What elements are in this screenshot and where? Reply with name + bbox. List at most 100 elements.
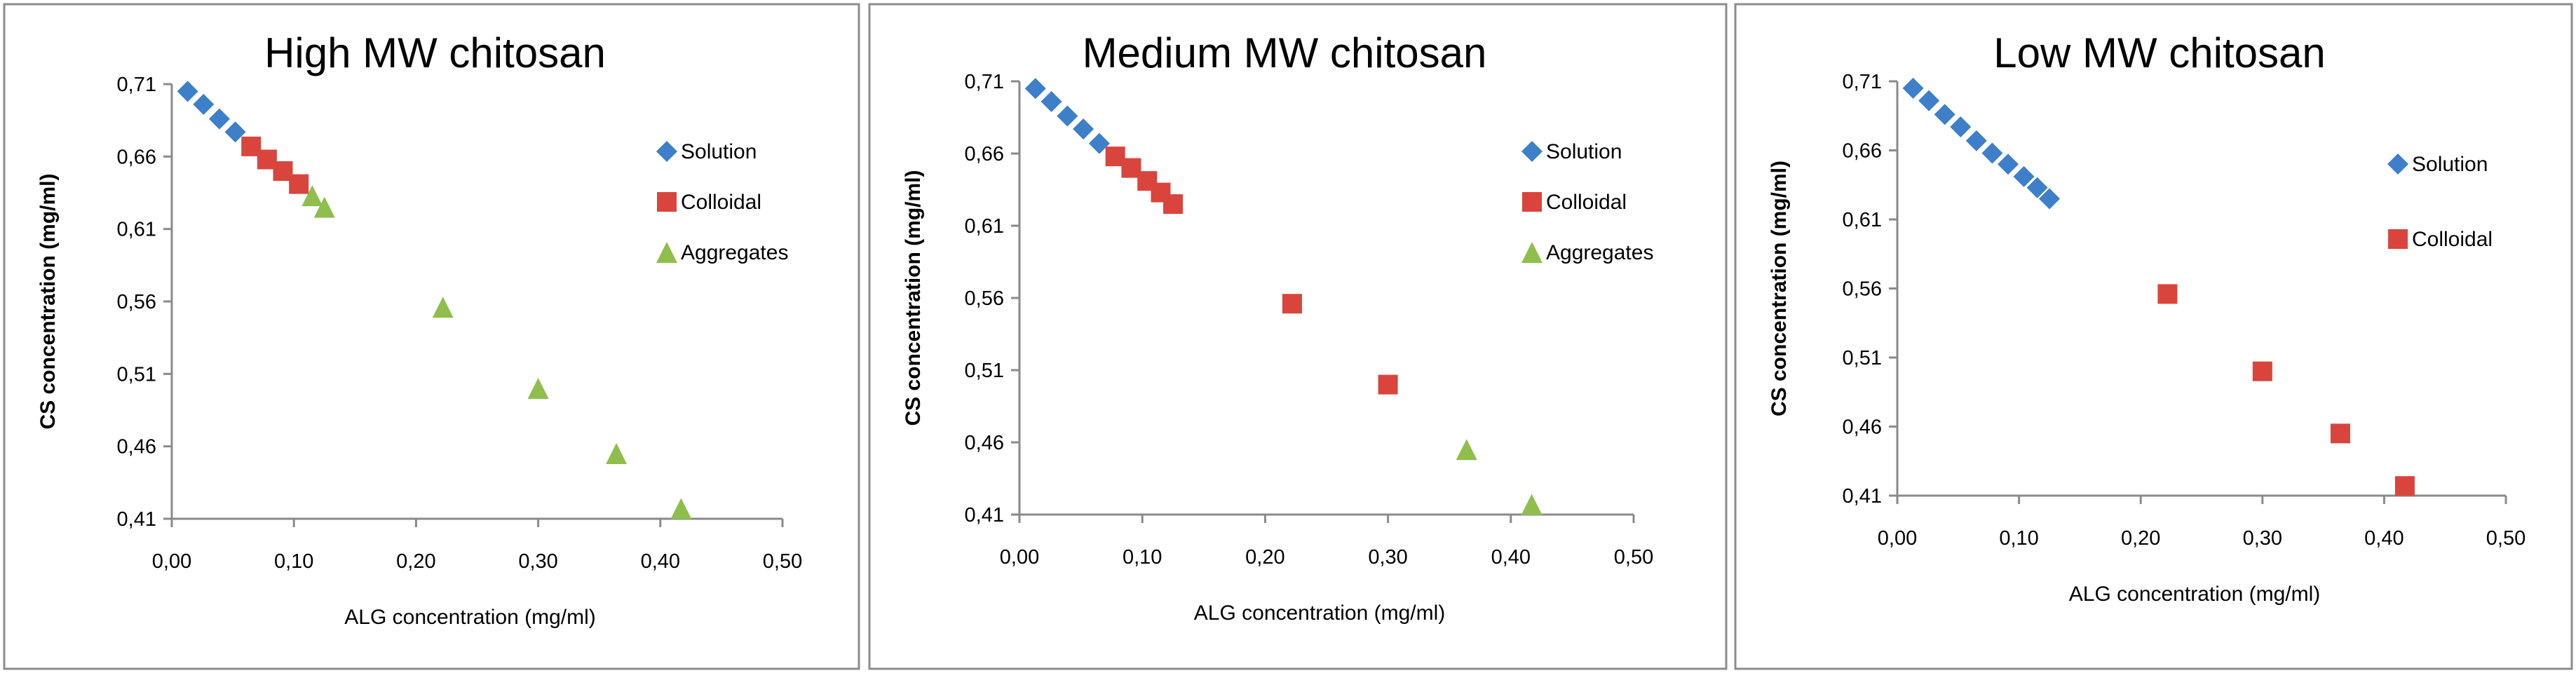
legend-marker (2387, 154, 2408, 175)
legend-label: Solution (681, 140, 757, 163)
x-tick-label: 0,50 (2486, 527, 2526, 550)
y-tick-label: 0,56 (117, 291, 156, 313)
x-tick-label: 0,50 (1614, 546, 1653, 569)
data-point (208, 108, 230, 130)
data-point (1040, 90, 1062, 112)
data-point (1378, 374, 1398, 395)
y-tick-label: 0,71 (117, 74, 156, 96)
legend-item-solution: Solution (1521, 140, 1622, 163)
series-colloidal (1105, 147, 1398, 395)
y-tick-label: 0,46 (965, 432, 1004, 454)
y-tick-label: 0,41 (1843, 485, 1882, 508)
x-tick-label: 0,40 (2364, 527, 2404, 550)
y-tick-label: 0,56 (965, 287, 1004, 310)
data-point (1934, 104, 1955, 125)
chart-frame (868, 3, 1728, 670)
legend-item-colloidal: Colloidal (657, 191, 761, 214)
y-tick-label: 0,46 (117, 436, 156, 458)
x-tick-label: 0,20 (2121, 527, 2160, 550)
y-tick-label: 0,51 (117, 363, 156, 386)
series-colloidal (241, 136, 309, 194)
data-point (1282, 294, 1302, 314)
data-point (1902, 77, 1924, 99)
legend-marker (657, 192, 677, 212)
legend-marker (656, 242, 677, 263)
data-point (670, 498, 692, 519)
data-point (2330, 423, 2350, 444)
legend-marker (2388, 229, 2408, 249)
x-tick-label: 0,30 (518, 550, 557, 573)
legend-marker (1522, 192, 1542, 212)
legend-item-colloidal: Colloidal (1522, 191, 1627, 214)
data-point (1163, 194, 1183, 215)
data-point (1088, 132, 1110, 154)
x-tick-label: 0,00 (1000, 546, 1039, 569)
chart-low-mw-chitosan: 0,41 0,46 0,51 0,56 0,61 0,66 0,71 0,00 0,10 0,20… (1734, 3, 2573, 670)
legend-label: Aggregates (681, 241, 788, 264)
y-tick-label: 0,56 (1843, 278, 1882, 301)
x-tick-label: 0,00 (152, 550, 191, 573)
series-aggregates (1456, 439, 1543, 515)
data-point (177, 81, 198, 102)
data-point (432, 297, 454, 318)
y-tick-label: 0,41 (965, 504, 1004, 526)
series-solution (1902, 77, 2060, 210)
y-tick-label: 0,66 (965, 143, 1004, 165)
data-point (527, 378, 549, 399)
x-tick-label: 0,20 (396, 550, 435, 573)
legend-item-solution: Solution (2387, 153, 2488, 176)
data-point (2157, 284, 2178, 304)
data-point (1073, 118, 1094, 140)
data-point (1024, 78, 1046, 100)
legend-label: Aggregates (1546, 241, 1653, 264)
y-tick-label: 0,61 (965, 215, 1004, 238)
data-point (606, 443, 628, 464)
series-aggregates (301, 185, 692, 519)
chart-medium-mw-chitosan: 0,41 0,46 0,51 0,56 0,61 0,66 0,71 0,00 0,10 0,20… (868, 3, 1728, 670)
series-colloidal (2157, 284, 2415, 496)
data-point (301, 185, 323, 207)
y-tick-label: 0,66 (1843, 140, 1882, 163)
series-solution (177, 81, 246, 143)
legend-item-solution: Solution (656, 140, 757, 163)
x-tick-label: 0,00 (1878, 527, 1917, 550)
legend-label: Solution (1546, 140, 1622, 163)
y-tick-label: 0,46 (1843, 416, 1882, 439)
series-solution (1024, 78, 1110, 154)
data-point (193, 93, 215, 115)
x-tick-label: 0,10 (1999, 527, 2038, 550)
data-point (1057, 105, 1078, 127)
data-point (2026, 177, 2048, 198)
data-point (1997, 154, 2019, 175)
data-point (2252, 361, 2272, 381)
x-tick-label: 0,50 (763, 550, 802, 573)
data-point (1456, 439, 1477, 461)
data-point (313, 196, 335, 218)
y-tick-label: 0,51 (965, 360, 1004, 382)
y-axis-label: CS concentration (mg/ml) (902, 170, 925, 426)
y-tick-label: 0,61 (117, 219, 156, 241)
chart-title: High MW chitosan (264, 29, 606, 76)
legend-label: Colloidal (2412, 228, 2493, 251)
data-point (224, 121, 246, 143)
legend-marker (1521, 141, 1543, 162)
x-axis-label: ALG concentration (mg/ml) (2069, 583, 2320, 606)
data-point (2039, 188, 2060, 210)
legend-item-aggregates: Aggregates (656, 241, 788, 264)
y-axis-label: CS concentration (mg/ml) (36, 173, 60, 429)
x-axis-label: ALG concentration (mg/ml) (344, 606, 595, 629)
y-tick-label: 0,71 (1843, 71, 1882, 93)
legend-label: Colloidal (1546, 191, 1627, 214)
chart-high-mw-chitosan: 0,41 0,46 0,51 0,56 0,61 0,66 0,71 0,00 0,10 0,20… (3, 3, 860, 670)
y-axis-label: CS concentration (mg/ml) (1768, 161, 1791, 416)
y-tick-label: 0,66 (117, 146, 156, 168)
data-point (1965, 130, 1987, 151)
x-tick-label: 0,10 (1123, 546, 1162, 569)
x-tick-label: 0,10 (274, 550, 313, 573)
legend-label: Colloidal (681, 191, 761, 214)
data-point (1918, 90, 1940, 111)
data-point (2013, 165, 2035, 187)
x-tick-label: 0,20 (1245, 546, 1284, 569)
data-point (1521, 494, 1543, 515)
